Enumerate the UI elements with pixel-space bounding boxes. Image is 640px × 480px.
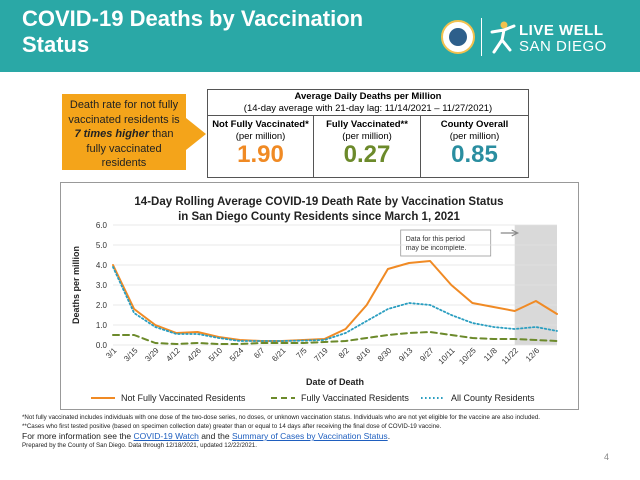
x-tick-label: 8/30 bbox=[376, 346, 394, 364]
annotation-arrowhead-icon bbox=[511, 229, 520, 237]
x-tick-label: 11/8 bbox=[482, 346, 499, 363]
callout-text-pre: Death rate for not fully vaccinated resi… bbox=[68, 99, 180, 126]
stat-sub: (per million) bbox=[449, 131, 500, 142]
series-line-1 bbox=[112, 260, 558, 342]
annotation-text: Data for this period bbox=[406, 236, 465, 243]
logo-text-san-diego: SAN DIEGO bbox=[519, 38, 607, 55]
covid-watch-link[interactable]: COVID-19 Watch bbox=[133, 431, 199, 442]
y-tick-label: 3.0 bbox=[96, 281, 108, 290]
series-line-2 bbox=[112, 331, 558, 345]
x-tick-label: 8/16 bbox=[355, 346, 373, 364]
annotation-box bbox=[400, 229, 492, 257]
stat-value: 0.27 bbox=[343, 141, 391, 168]
y-axis-label: Deaths per million bbox=[71, 246, 81, 324]
x-tick-label: 4/26 bbox=[186, 346, 204, 364]
stat-fully-vaccinated: Fully Vaccinated** (per million) 0.27 bbox=[314, 116, 421, 177]
page-number: 4 bbox=[604, 452, 610, 462]
legend-label: Not Fully Vaccinated Residents bbox=[121, 393, 246, 403]
y-tick-label: 2.0 bbox=[96, 301, 108, 310]
x-tick-label: 5/24 bbox=[228, 346, 246, 364]
x-tick-label: 3/15 bbox=[122, 346, 140, 364]
stats-title: Average Daily Deaths per Million bbox=[294, 91, 442, 102]
callout-arrow-icon bbox=[186, 118, 206, 150]
x-tick-label: 11/22 bbox=[500, 346, 520, 366]
chart-title-line1: 14-Day Rolling Average COVID-19 Death Ra… bbox=[134, 196, 503, 208]
y-tick-label: 4.0 bbox=[96, 261, 108, 270]
more-info-pre: For more information see the bbox=[22, 431, 134, 442]
x-tick-label: 7/5 bbox=[294, 346, 309, 361]
stats-table: Average Daily Deaths per Million (14-day… bbox=[207, 89, 529, 178]
stat-sub: (per million) bbox=[235, 131, 286, 142]
callout-highlight: 7 times higher bbox=[74, 128, 150, 140]
y-tick-label: 6.0 bbox=[96, 221, 108, 230]
stat-label: Fully Vaccinated** bbox=[326, 119, 408, 130]
stat-value: 0.85 bbox=[451, 141, 498, 168]
callout-text-post: than fully vaccinated residents bbox=[86, 128, 174, 169]
x-tick-label: 7/19 bbox=[312, 346, 330, 364]
more-info-line: For more information see the COVID-19 Wa… bbox=[22, 431, 622, 442]
legend-label: All County Residents bbox=[451, 393, 535, 403]
x-tick-label: 10/11 bbox=[437, 346, 457, 366]
x-tick-label: 10/25 bbox=[457, 346, 478, 367]
footnote-1: *Not fully vaccinated includes individua… bbox=[22, 414, 540, 421]
death-rate-chart: 14-Day Rolling Average COVID-19 Death Ra… bbox=[71, 196, 558, 403]
stat-label: Not Fully Vaccinated* bbox=[212, 119, 309, 130]
prepared-by: Prepared by the County of San Diego. Dat… bbox=[22, 442, 257, 450]
stats-header: Average Daily Deaths per Million (14-day… bbox=[208, 90, 528, 116]
x-tick-label: 8/2 bbox=[337, 346, 352, 361]
stat-county-overall: County Overall (per million) 0.85 bbox=[421, 116, 528, 177]
x-tick-label: 9/27 bbox=[418, 346, 436, 364]
more-info-mid: and the bbox=[198, 431, 232, 442]
more-info-post: . bbox=[387, 431, 391, 442]
live-well-figure-icon bbox=[490, 21, 516, 54]
x-tick-label: 12/6 bbox=[524, 346, 542, 364]
logo-text-live-well: LIVE WELL bbox=[519, 22, 604, 39]
chart-title-line2: in San Diego County Residents since Marc… bbox=[178, 211, 460, 223]
x-axis-label: Date of Death bbox=[306, 377, 364, 387]
x-tick-label: 5/10 bbox=[207, 346, 225, 364]
y-tick-label: 0.0 bbox=[96, 341, 108, 350]
x-tick-label: 9/13 bbox=[397, 346, 415, 364]
x-tick-label: 6/21 bbox=[270, 346, 288, 364]
page-title: COVID-19 Deaths by Vaccination Status bbox=[22, 6, 364, 57]
legend-label: Fully Vaccinated Residents bbox=[301, 393, 409, 403]
x-tick-label: 6/7 bbox=[252, 346, 267, 361]
summary-cases-link[interactable]: Summary of Cases by Vaccination Status bbox=[231, 431, 388, 442]
logo-divider bbox=[481, 18, 482, 56]
county-seal-icon bbox=[441, 20, 475, 54]
callout-box: Death rate for not fully vaccinated resi… bbox=[62, 94, 186, 170]
x-tick-label: 3/29 bbox=[143, 346, 161, 364]
stat-sub: (per million) bbox=[342, 131, 392, 142]
footnotes: *Not fully vaccinated includes individua… bbox=[22, 414, 622, 451]
chart-container: 14-Day Rolling Average COVID-19 Death Ra… bbox=[60, 182, 579, 410]
stat-value: 1.90 bbox=[237, 141, 284, 168]
annotation-text: may be incomplete. bbox=[406, 245, 467, 252]
footnote-2: **Cases who first tested positive (based… bbox=[22, 422, 442, 430]
stat-not-fully-vaccinated: Not Fully Vaccinated* (per million) 1.90 bbox=[208, 116, 314, 177]
x-tick-label: 4/12 bbox=[164, 346, 182, 364]
stats-subtitle: (14-day average with 21-day lag: 11/14/2… bbox=[243, 103, 493, 114]
y-tick-label: 5.0 bbox=[96, 241, 108, 250]
stat-label: County Overall bbox=[440, 119, 509, 130]
header-banner: COVID-19 Deaths by Vaccination Status LI… bbox=[0, 0, 640, 72]
series-line-3 bbox=[112, 266, 558, 342]
y-tick-label: 1.0 bbox=[96, 321, 108, 330]
